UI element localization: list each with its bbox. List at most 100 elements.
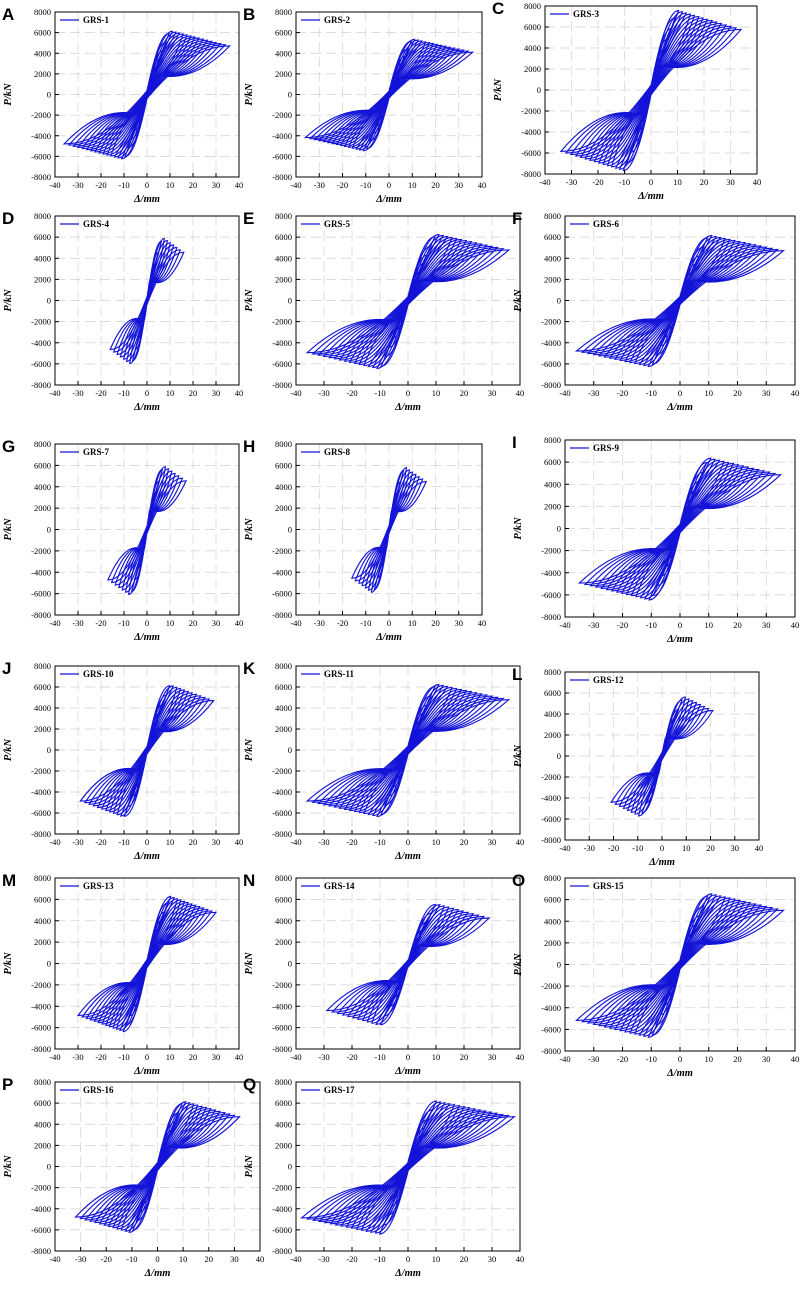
x-tick-label: 20 <box>733 388 742 398</box>
x-tick-label: -30 <box>314 180 325 190</box>
y-tick-label: 2000 <box>544 501 561 511</box>
y-tick-label: 2000 <box>34 724 51 734</box>
x-tick-label: 20 <box>189 388 198 398</box>
y-tick-label: -2000 <box>31 546 51 556</box>
hysteresis-loop <box>79 699 215 802</box>
x-tick-label: -20 <box>337 618 348 628</box>
x-tick-label: 40 <box>235 837 244 847</box>
y-tick-label: -6000 <box>521 148 541 158</box>
x-axis-label: Δ/mm <box>666 1068 693 1079</box>
y-tick-label: 0 <box>557 960 561 970</box>
x-tick-label: -30 <box>318 837 329 847</box>
x-tick-label: -20 <box>346 1052 357 1062</box>
y-tick-label: 2000 <box>524 64 541 74</box>
y-tick-label: -8000 <box>272 172 292 182</box>
y-tick-label: 0 <box>47 90 51 100</box>
y-tick-label: 4000 <box>275 482 292 492</box>
y-tick-label: 4000 <box>34 48 51 58</box>
y-tick-label: -6000 <box>272 808 292 818</box>
x-tick-label: -20 <box>592 177 603 187</box>
x-tick-label: -10 <box>646 388 657 398</box>
y-tick-label: 4000 <box>544 479 561 489</box>
x-axis-label: Δ/mm <box>144 1268 171 1279</box>
x-tick-label: 10 <box>166 180 175 190</box>
panel-letter: B <box>243 5 255 24</box>
y-tick-label: 8000 <box>34 661 51 671</box>
x-tick-label: 10 <box>705 1054 714 1064</box>
x-tick-label: -40 <box>290 1254 301 1264</box>
y-axis-label: P/kN <box>3 1155 14 1178</box>
x-tick-label: 20 <box>733 620 742 630</box>
x-tick-label: 0 <box>678 388 682 398</box>
y-tick-label: 8000 <box>275 1077 292 1087</box>
y-tick-label: 8000 <box>34 873 51 883</box>
x-axis-label: Δ/mm <box>133 402 160 413</box>
y-tick-label: 6000 <box>544 895 561 905</box>
x-tick-label: 0 <box>406 837 410 847</box>
y-tick-label: 8000 <box>544 873 561 883</box>
chart-panel-N: -40 -30 -20 -10 0 10 20 30 40 -8000 -6000 -4000 -200… <box>243 871 524 1077</box>
chart-panel-M: -40 -30 -20 -10 0 10 20 30 40 -8000 -6000 -4000 -200… <box>2 871 243 1077</box>
y-tick-label: -8000 <box>272 380 292 390</box>
y-tick-label: 6000 <box>275 28 292 38</box>
legend-label: GRS-1 <box>83 15 110 25</box>
hysteresis-loop <box>109 251 185 351</box>
y-tick-label: 4000 <box>34 1119 51 1129</box>
x-tick-label: -30 <box>588 388 599 398</box>
x-tick-label: 10 <box>432 1254 441 1264</box>
y-tick-label: 4000 <box>275 703 292 713</box>
x-tick-label: 30 <box>762 620 771 630</box>
hysteresis-loop <box>114 475 180 586</box>
x-tick-label: -30 <box>318 1254 329 1264</box>
y-tick-label: 2000 <box>34 937 51 947</box>
x-tick-label: 40 <box>791 620 800 630</box>
y-axis-label: P/kN <box>513 289 524 312</box>
y-axis-label: P/kN <box>244 739 255 762</box>
x-tick-label: -20 <box>337 180 348 190</box>
y-tick-label: -4000 <box>541 1003 561 1013</box>
x-axis-label: Δ/mm <box>637 191 664 202</box>
hysteresis-loop <box>76 911 218 1017</box>
y-tick-label: 8000 <box>544 211 561 221</box>
y-tick-label: -8000 <box>521 169 541 179</box>
y-tick-label: 0 <box>47 1162 51 1172</box>
y-tick-label: 2000 <box>544 938 561 948</box>
x-tick-label: 30 <box>212 180 221 190</box>
x-tick-label: -20 <box>608 843 619 853</box>
y-tick-label: 8000 <box>275 7 292 17</box>
x-axis-label: Δ/mm <box>666 634 693 645</box>
y-tick-label: 4000 <box>524 43 541 53</box>
legend-label: GRS-3 <box>573 9 600 19</box>
x-tick-label: 0 <box>649 177 653 187</box>
y-tick-label: 6000 <box>544 232 561 242</box>
x-tick-label: 10 <box>432 837 441 847</box>
panel-letter: O <box>512 871 525 890</box>
y-tick-label: 6000 <box>275 682 292 692</box>
x-tick-label: 30 <box>212 1052 221 1062</box>
x-tick-label: -40 <box>290 837 301 847</box>
y-tick-label: 8000 <box>34 211 51 221</box>
y-axis-label: P/kN <box>3 739 14 762</box>
x-tick-label: -40 <box>49 388 60 398</box>
hysteresis-loop <box>305 249 511 354</box>
y-tick-label: 2000 <box>34 274 51 284</box>
x-tick-label: 10 <box>166 837 175 847</box>
y-tick-label: 2000 <box>275 503 292 513</box>
y-tick-label: 8000 <box>524 1 541 11</box>
y-axis-label: P/kN <box>3 289 14 312</box>
hysteresis-loop <box>62 45 232 145</box>
y-tick-label: 0 <box>288 959 292 969</box>
x-tick-label: 10 <box>432 388 441 398</box>
x-tick-label: 10 <box>166 618 175 628</box>
y-tick-label: -4000 <box>541 568 561 578</box>
x-tick-label: 20 <box>460 1052 469 1062</box>
x-axis-label: Δ/mm <box>394 851 421 862</box>
y-tick-label: -8000 <box>31 1246 51 1256</box>
x-tick-label: 0 <box>387 618 391 628</box>
y-tick-label: 0 <box>557 751 561 761</box>
y-tick-label: 6000 <box>34 28 51 38</box>
y-tick-label: 0 <box>288 90 292 100</box>
hysteresis-loop <box>118 472 176 589</box>
chart-panel-D: -40 -30 -20 -10 0 10 20 30 40 -8000 -6000 -4000 -200… <box>2 209 243 413</box>
x-tick-label: -10 <box>374 1052 385 1062</box>
